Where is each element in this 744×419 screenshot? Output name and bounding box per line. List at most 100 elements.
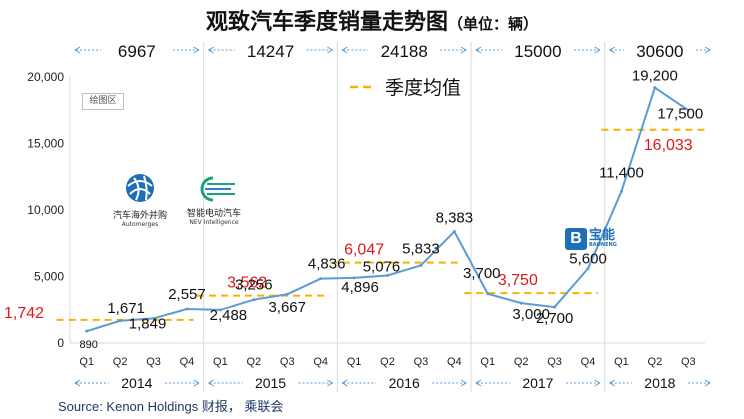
nev-en: NEV Intelligence xyxy=(189,219,239,226)
y-tick-label: 0 xyxy=(57,336,64,350)
arrow-head-right xyxy=(460,379,468,387)
quarter-tick-label: Q3 xyxy=(280,356,295,368)
arrow-head-right xyxy=(704,379,711,387)
sales-point xyxy=(519,301,523,305)
sales-point xyxy=(319,277,323,281)
year-average-label: 1,742 xyxy=(4,305,44,322)
sales-point xyxy=(586,267,590,271)
data-value-label: 4,836 xyxy=(308,256,346,273)
data-value-label: 5,600 xyxy=(569,251,607,268)
data-value-label: 5,076 xyxy=(363,258,401,275)
quarter-tick-label: Q4 xyxy=(180,356,195,368)
arrow-head-right xyxy=(327,379,334,387)
arrow-head-left xyxy=(341,46,348,54)
quarter-tick-label: Q1 xyxy=(79,356,94,368)
data-value-label: 3,000 xyxy=(512,306,550,323)
y-tick-label: 10,000 xyxy=(27,203,64,217)
arrow-head-right xyxy=(460,46,468,54)
year-average-label: 3,562 xyxy=(227,275,267,292)
quarter-tick-label: Q3 xyxy=(146,356,161,368)
sales-point xyxy=(686,108,690,112)
sales-point xyxy=(386,273,389,277)
automerges-cn: 汽车海外并购 xyxy=(112,211,167,221)
nev-logo: 智能电动汽车 NEV Intelligence xyxy=(174,176,254,226)
sales-point xyxy=(452,230,456,234)
baoneng-mark: B xyxy=(565,228,587,250)
arrow-head-left xyxy=(475,379,482,387)
y-tick-label: 5,000 xyxy=(34,270,64,284)
arrow-head-right xyxy=(327,46,334,54)
quarter-tick-label: Q3 xyxy=(414,356,429,368)
quarter-tick-label: Q1 xyxy=(213,356,228,368)
arrow-head-left xyxy=(207,379,214,387)
data-value-label: 4,896 xyxy=(341,279,379,296)
year-average-label: 16,033 xyxy=(644,137,693,154)
sales-point xyxy=(486,292,490,296)
y-tick-label: 15,000 xyxy=(27,137,64,151)
legend-avg-label: 季度均值 xyxy=(385,77,461,99)
year-total-label: 30600 xyxy=(636,42,683,61)
data-value-label: 3,256 xyxy=(235,277,273,294)
baoneng-en: BAONENG xyxy=(589,242,617,248)
data-value-label: 1,671 xyxy=(107,300,145,317)
year-average-label: 3,750 xyxy=(498,272,538,289)
quarter-tick-label: Q2 xyxy=(380,356,395,368)
sales-point xyxy=(285,292,289,296)
data-value-label: 890 xyxy=(80,339,98,351)
y-tick-label: 20,000 xyxy=(27,70,64,84)
year-total-label: 14247 xyxy=(247,42,294,61)
data-value-label: 8,383 xyxy=(436,210,474,227)
arrow-head-left xyxy=(207,46,214,54)
sales-point xyxy=(85,329,89,333)
data-value-label: 17,500 xyxy=(657,105,703,122)
arrow-head-right xyxy=(594,46,601,54)
automerges-logo: 汽车海外并购 Automerges xyxy=(104,172,176,228)
sales-point xyxy=(152,316,156,320)
baoneng-logo: B 宝能 BAONENG xyxy=(565,228,617,250)
globe-icon xyxy=(126,174,154,202)
year-label: 2015 xyxy=(255,375,286,391)
arrow-head-right xyxy=(594,379,601,387)
source-note: Source: Kenon Holdings 财报， 乘联会 xyxy=(58,399,284,414)
quarter-tick-label: Q1 xyxy=(614,356,629,368)
data-value-label: 2,557 xyxy=(168,286,206,303)
year-label: 2017 xyxy=(522,375,553,391)
sales-point xyxy=(653,86,657,90)
data-value-label: 3,700 xyxy=(463,265,501,282)
speed-lines-icon xyxy=(200,176,235,202)
plot-area-tag: 绘图区 xyxy=(82,93,124,110)
arrow-head-left xyxy=(74,379,81,387)
sales-point xyxy=(118,319,122,323)
sales-point xyxy=(185,307,189,311)
quarter-tick-label: Q4 xyxy=(581,356,596,368)
baoneng-cn: 宝能 xyxy=(589,228,616,243)
arrow-head-left xyxy=(608,379,615,387)
nev-cn: 智能电动汽车 xyxy=(186,209,241,219)
quarter-tick-label: Q1 xyxy=(347,356,362,368)
quarter-tick-label: Q1 xyxy=(480,356,495,368)
year-total-label: 15000 xyxy=(514,42,561,61)
quarter-tick-label: Q2 xyxy=(648,356,663,368)
year-label: 2018 xyxy=(644,375,675,391)
arrow-head-left xyxy=(341,379,348,387)
sales-point xyxy=(419,263,423,267)
year-label: 2016 xyxy=(389,375,420,391)
data-value-label: 11,400 xyxy=(599,164,644,181)
chart-title: 观致汽车季度销量走势图（单位：辆） xyxy=(206,9,538,35)
data-value-label: 1,849 xyxy=(129,315,167,332)
year-label: 2014 xyxy=(121,375,152,391)
sales-point xyxy=(553,305,557,309)
arrow-head-left xyxy=(74,46,81,54)
data-value-label: 2,700 xyxy=(536,310,574,327)
arrow-head-right xyxy=(704,46,711,54)
automerges-en: Automerges xyxy=(121,221,159,228)
sales-point xyxy=(218,308,222,312)
arrow-head-left xyxy=(475,46,482,54)
quarter-tick-label: Q2 xyxy=(514,356,529,368)
quarter-tick-label: Q3 xyxy=(547,356,562,368)
quarter-tick-label: Q4 xyxy=(447,356,462,368)
quarter-tick-label: Q3 xyxy=(681,356,696,368)
year-total-label: 24188 xyxy=(381,42,428,61)
